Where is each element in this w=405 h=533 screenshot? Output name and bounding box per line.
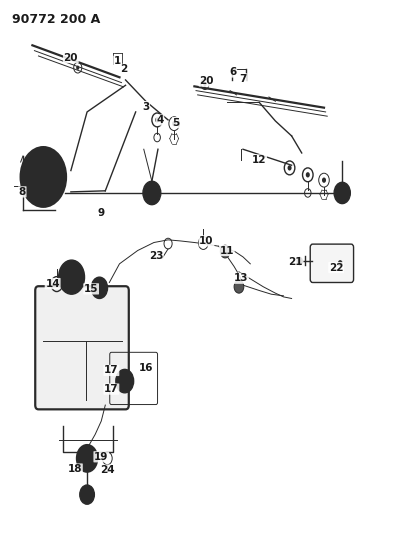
Text: 17: 17 xyxy=(104,366,119,375)
FancyBboxPatch shape xyxy=(310,244,354,282)
Circle shape xyxy=(338,188,346,198)
Text: 15: 15 xyxy=(84,284,98,294)
Circle shape xyxy=(288,165,292,171)
Circle shape xyxy=(35,166,51,188)
Text: 20: 20 xyxy=(199,76,214,86)
Text: 22: 22 xyxy=(329,263,343,272)
Text: 12: 12 xyxy=(252,155,266,165)
Circle shape xyxy=(77,445,97,472)
Circle shape xyxy=(54,281,59,287)
Circle shape xyxy=(296,257,303,265)
Text: 10: 10 xyxy=(199,236,214,246)
Circle shape xyxy=(220,245,230,258)
Text: 18: 18 xyxy=(68,464,82,474)
Circle shape xyxy=(234,280,244,293)
Circle shape xyxy=(92,277,107,298)
Text: 8: 8 xyxy=(19,187,26,197)
Circle shape xyxy=(155,117,159,123)
Circle shape xyxy=(76,66,79,70)
Text: 24: 24 xyxy=(100,465,115,475)
Text: 13: 13 xyxy=(234,273,248,283)
Text: 5: 5 xyxy=(173,118,180,127)
Circle shape xyxy=(147,187,157,199)
Circle shape xyxy=(172,121,176,126)
Text: 2: 2 xyxy=(120,64,127,74)
Text: 4: 4 xyxy=(156,115,164,125)
Circle shape xyxy=(203,82,207,86)
Text: 19: 19 xyxy=(94,452,109,462)
Text: 21: 21 xyxy=(288,257,303,267)
Text: 9: 9 xyxy=(98,208,105,218)
Circle shape xyxy=(322,177,326,183)
Text: 90772 200 A: 90772 200 A xyxy=(12,13,100,26)
FancyBboxPatch shape xyxy=(35,286,129,409)
Text: 11: 11 xyxy=(220,246,234,255)
Text: 1: 1 xyxy=(114,56,121,66)
Circle shape xyxy=(116,369,134,393)
Text: 23: 23 xyxy=(149,251,163,261)
Text: 16: 16 xyxy=(139,363,153,373)
Text: 7: 7 xyxy=(239,74,247,84)
Circle shape xyxy=(59,260,85,294)
Circle shape xyxy=(306,172,310,177)
Circle shape xyxy=(338,260,343,266)
Text: 17: 17 xyxy=(104,384,119,394)
Circle shape xyxy=(143,181,161,205)
Circle shape xyxy=(80,485,94,504)
Circle shape xyxy=(21,147,66,207)
Text: 14: 14 xyxy=(45,279,60,288)
Text: 20: 20 xyxy=(64,53,78,62)
Text: 3: 3 xyxy=(142,102,149,111)
Text: 6: 6 xyxy=(229,67,237,77)
Circle shape xyxy=(334,182,350,204)
